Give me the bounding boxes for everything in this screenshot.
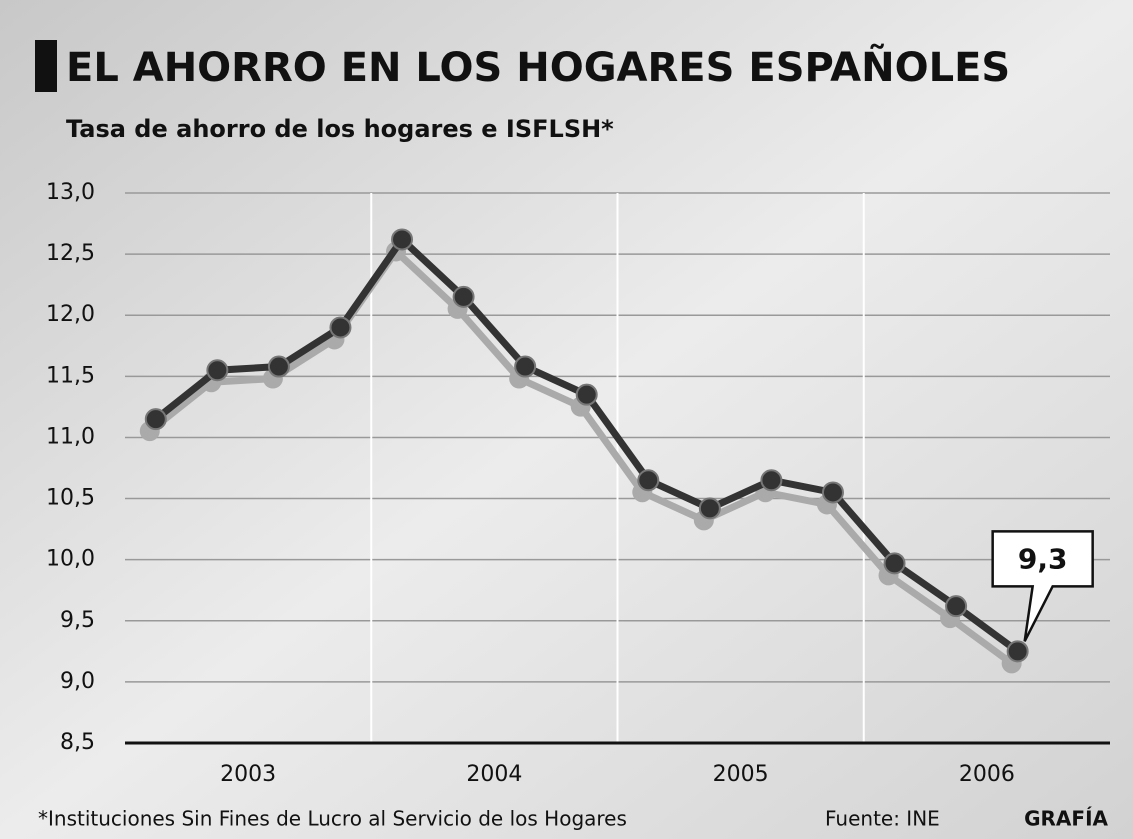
marker (146, 409, 166, 429)
page: EL AHORRO EN LOS HOGARES ESPAÑOLES Tasa … (0, 0, 1133, 839)
marker (454, 287, 474, 307)
y-tick-label: 10,0 (46, 547, 95, 572)
chart-subtitle: Tasa de ahorro de los hogares e ISFLSH* (66, 115, 614, 143)
y-tick-label: 11,0 (46, 424, 95, 449)
marker (269, 357, 289, 377)
y-tick-label: 8,5 (60, 730, 95, 755)
footnote: *Instituciones Sin Fines de Lucro al Ser… (38, 807, 627, 831)
marker (638, 470, 658, 490)
x-tick-label: 2003 (220, 762, 276, 787)
marker (823, 482, 843, 502)
value-label: 9,3 (1018, 542, 1068, 575)
marker (392, 229, 412, 249)
y-tick-label: 9,0 (60, 669, 95, 694)
credit: GRAFÍA (1024, 807, 1108, 831)
source: Fuente: INE (825, 807, 940, 831)
marker (207, 360, 227, 380)
y-tick-label: 12,0 (46, 302, 95, 327)
y-tick-label: 13,0 (46, 180, 95, 205)
x-tick-label: 2005 (713, 762, 769, 787)
y-tick-label: 12,5 (46, 241, 95, 266)
title-bar (35, 40, 57, 92)
marker (761, 470, 781, 490)
chart: EL AHORRO EN LOS HOGARES ESPAÑOLES Tasa … (0, 0, 1133, 839)
marker (700, 498, 720, 518)
marker (885, 553, 905, 573)
x-tick-label: 2004 (466, 762, 522, 787)
chart-title: EL AHORRO EN LOS HOGARES ESPAÑOLES (66, 43, 1010, 91)
marker (330, 317, 350, 337)
y-tick-label: 9,5 (60, 608, 95, 633)
y-tick-label: 11,5 (46, 363, 95, 388)
marker (1008, 641, 1028, 661)
x-tick-label: 2006 (959, 762, 1015, 787)
marker (577, 385, 597, 405)
marker (515, 357, 535, 377)
y-tick-label: 10,5 (46, 486, 95, 511)
marker (946, 596, 966, 616)
